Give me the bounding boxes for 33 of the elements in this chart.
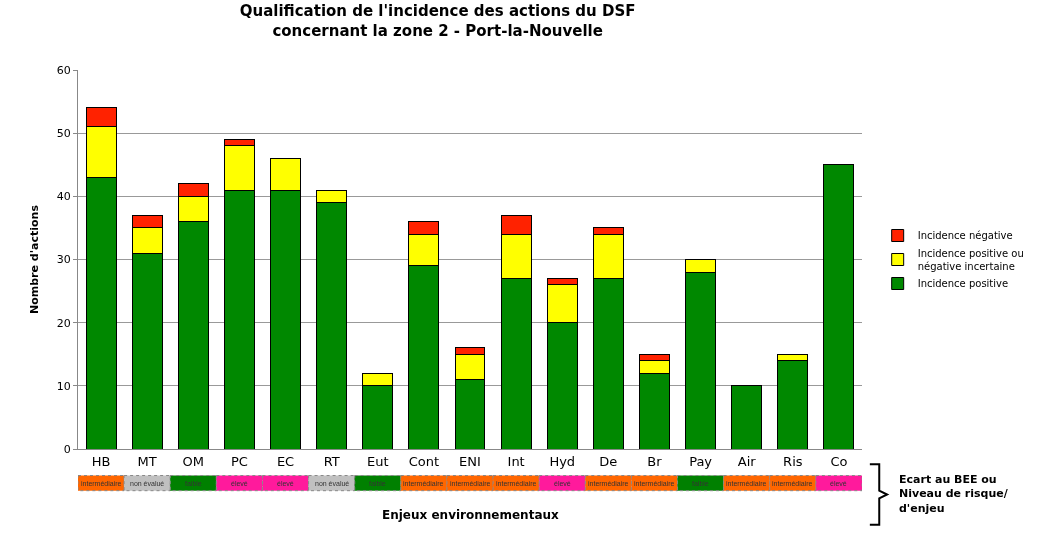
y-tick-label: 30 bbox=[56, 253, 71, 267]
bar bbox=[823, 164, 855, 449]
x-tick-label: Pay bbox=[689, 453, 713, 469]
legend-label: Incidence positive bbox=[917, 278, 1009, 290]
x-tick-label: De bbox=[599, 453, 618, 469]
x-tick-label: RT bbox=[323, 453, 340, 469]
x-tick-label: Ris bbox=[783, 453, 803, 469]
y-tick-label: 20 bbox=[56, 316, 71, 330]
y-tick-label: 40 bbox=[56, 190, 71, 204]
y-tick-label: 10 bbox=[56, 379, 71, 393]
x-tick-label: Eut bbox=[366, 453, 389, 469]
x-tick-label: EC bbox=[276, 453, 295, 469]
y-tick-label: 50 bbox=[56, 127, 71, 141]
x-tick-label: Air bbox=[737, 453, 757, 469]
x-tick-label: HB bbox=[91, 453, 111, 469]
y-axis-title: Nombre d'actions bbox=[28, 204, 42, 314]
x-tick-label: PC bbox=[230, 453, 248, 469]
x-tick-label: Cont bbox=[408, 453, 440, 469]
x-tick-label: Br bbox=[647, 453, 663, 469]
y-tick-label: 60 bbox=[56, 63, 71, 77]
x-axis-title: Enjeux environnementaux bbox=[382, 508, 560, 522]
x-tick-label: Hyd bbox=[549, 453, 576, 469]
legend-label: Incidence positive ou négative incertaine bbox=[917, 247, 1024, 272]
x-tick-label: MT bbox=[137, 453, 157, 469]
x-tick-label: Int bbox=[507, 453, 525, 469]
x-tick-label: ENI bbox=[459, 453, 481, 469]
bar bbox=[731, 385, 763, 449]
legend-label: Incidence négative bbox=[917, 230, 1013, 242]
text: Ecart au BEE ou Niveau de risque/ d'enjeu bbox=[899, 473, 1009, 515]
x-tick-label: OM bbox=[182, 453, 205, 469]
y-tick-label: 0 bbox=[63, 442, 71, 456]
x-tick-label: Co bbox=[830, 453, 848, 469]
chart-title: Qualification de l'incidence des actions du DSF concernant la zone 2 - Port-la-Nouvelle bbox=[239, 2, 636, 40]
